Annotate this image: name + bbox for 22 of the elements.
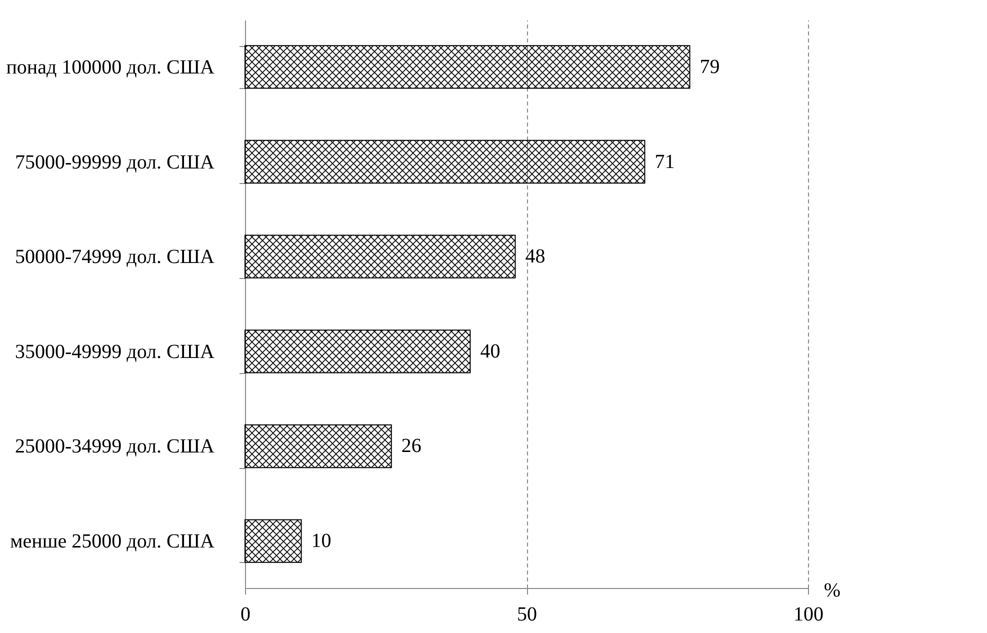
bar [244,424,392,468]
x-tick-label: 100 [794,604,824,626]
data-label: 10 [311,530,332,552]
y-tick-label: менше 25000 дол. США [10,530,216,553]
data-label: 26 [401,435,422,458]
x-axis-title: % [824,580,840,602]
data-label: 71 [654,150,675,173]
bar [244,519,302,563]
x-tick-label: 50 [517,604,537,626]
data-label: 40 [480,340,500,362]
y-tick-label: 50000-74999 дол. США [14,246,216,268]
x-tick-label: 0 [240,604,250,626]
bar [244,140,646,184]
y-tick-label: 35000-49999 дол. США [14,340,216,363]
data-label: 48 [525,246,546,268]
bar [244,234,516,278]
bar [244,330,471,374]
data-label: 79 [700,56,720,78]
bar [244,45,690,89]
y-tick-label: 25000-34999 дол. США [14,436,216,458]
y-tick-label: 75000-99999 дол. США [14,151,216,174]
y-tick-label: понад 100000 дол. США [6,56,216,78]
